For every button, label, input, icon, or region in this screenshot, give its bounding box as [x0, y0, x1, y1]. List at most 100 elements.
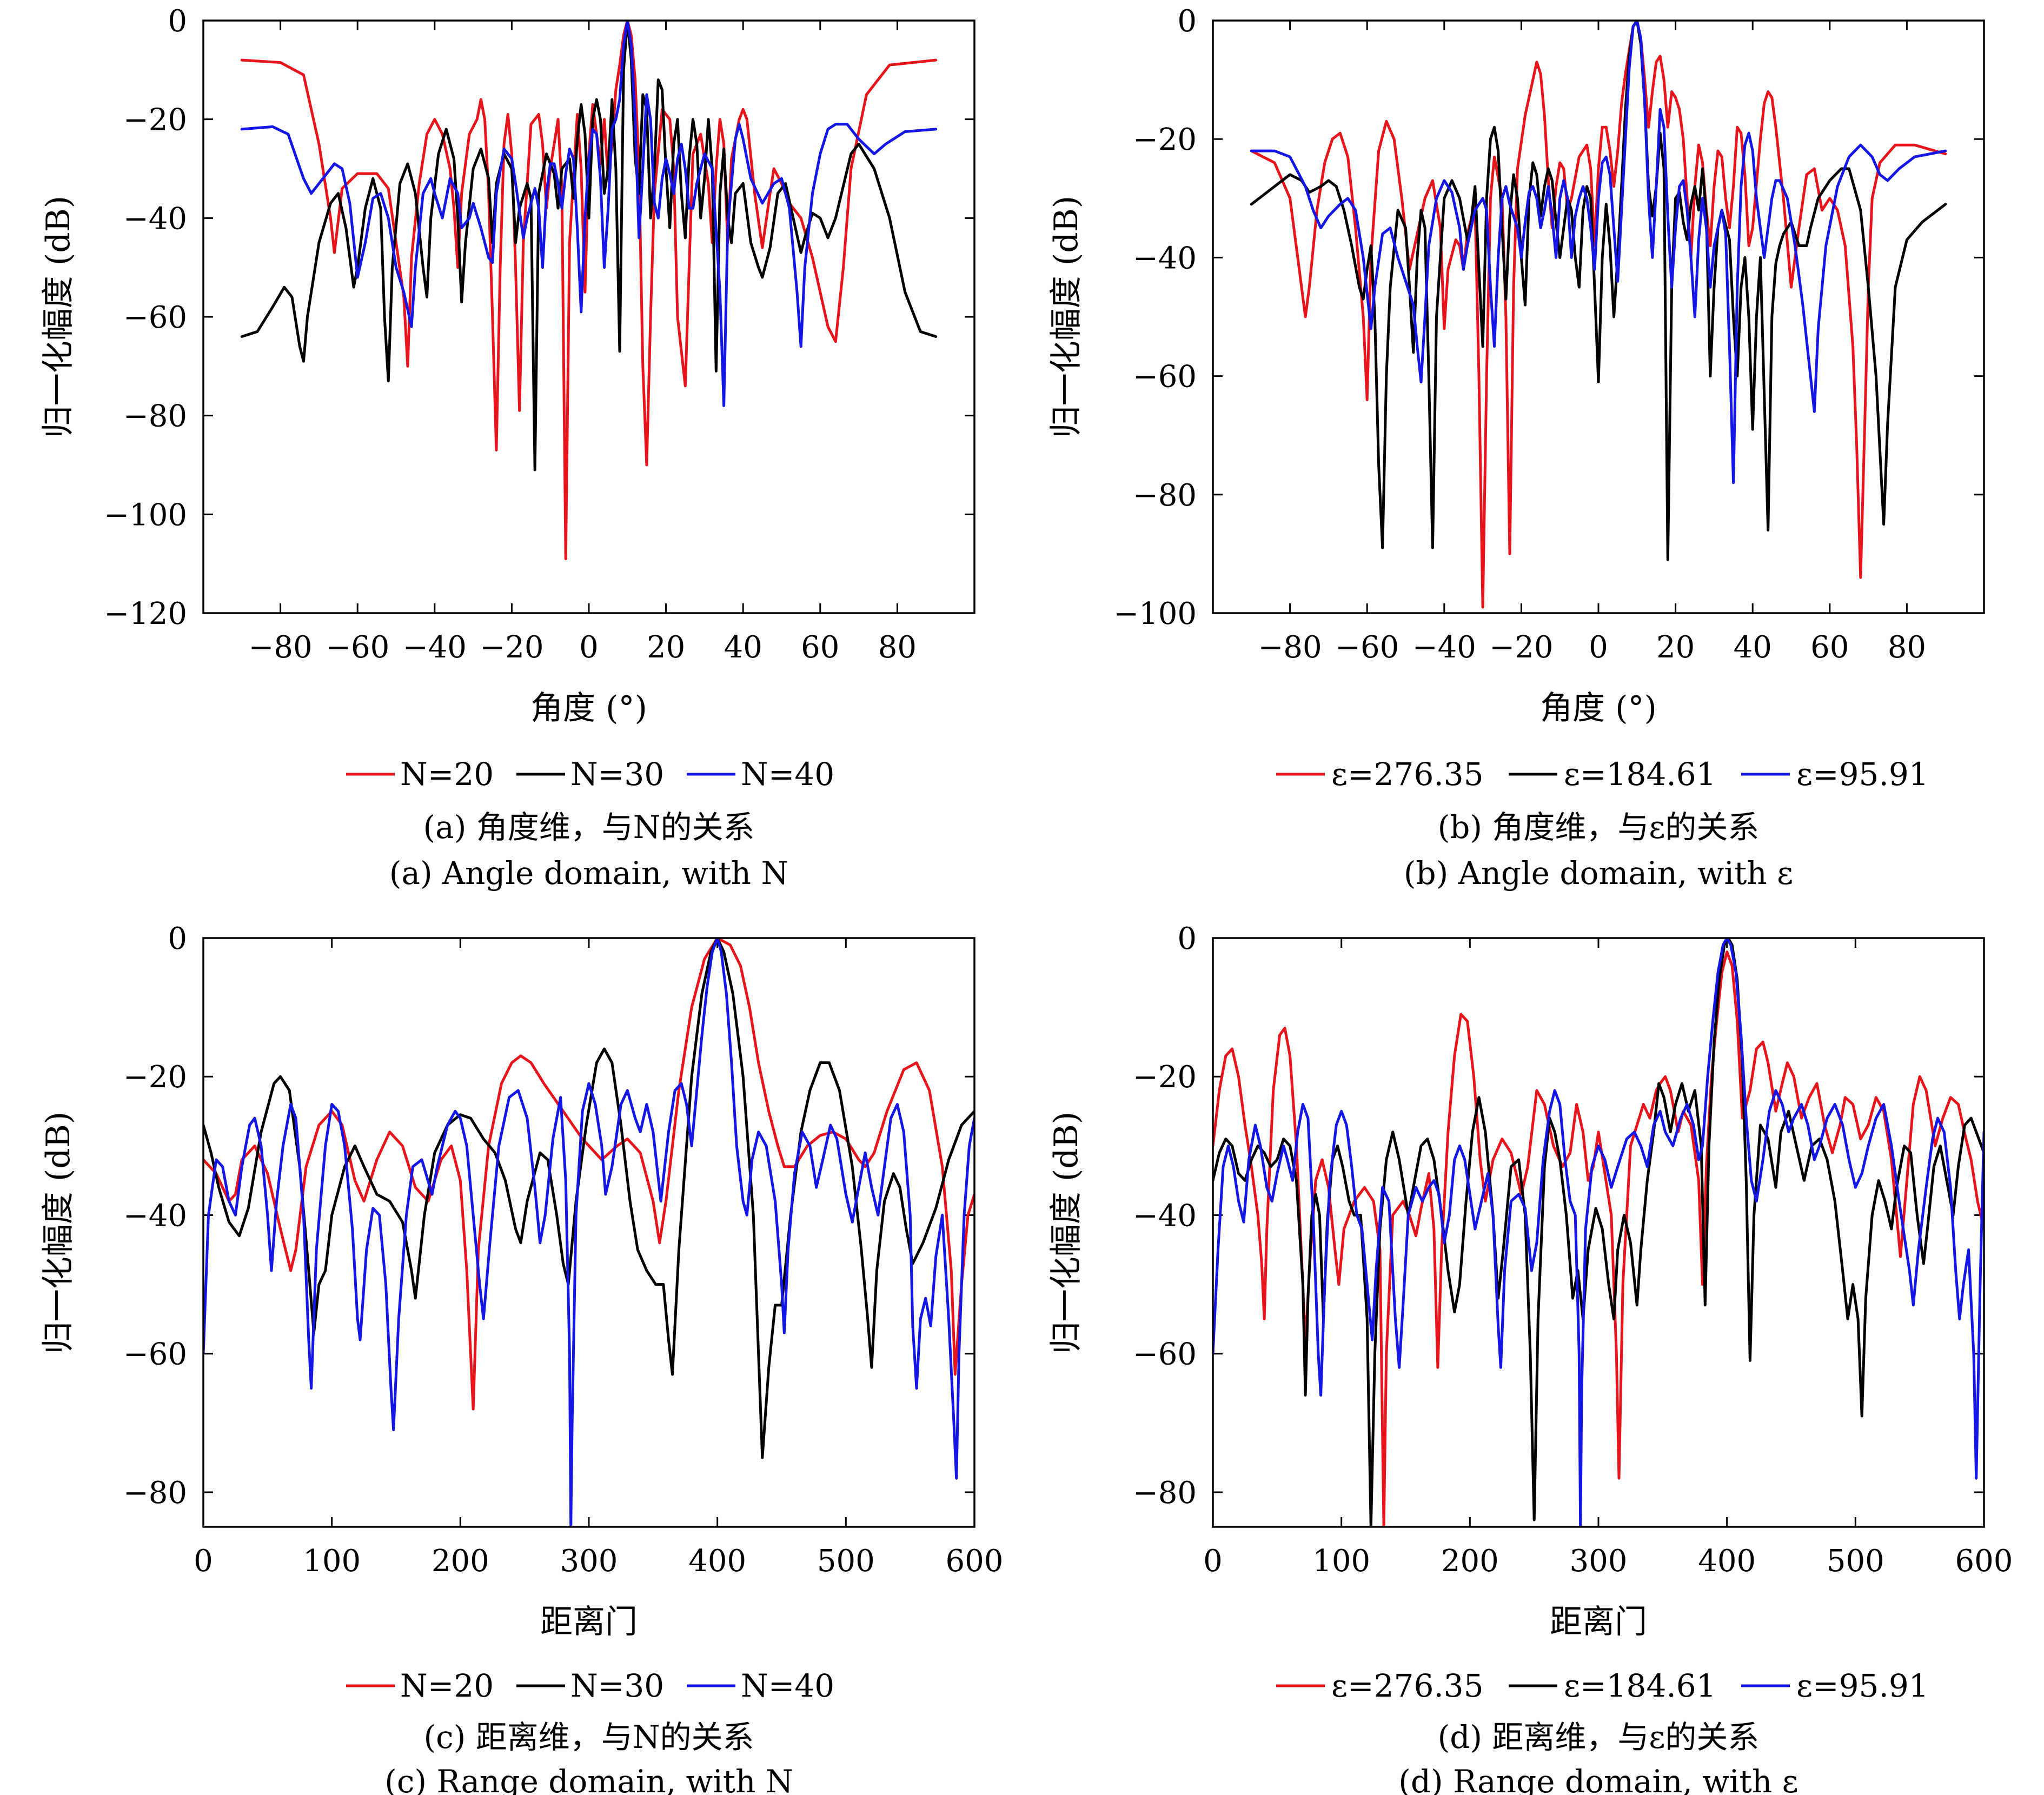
- panel-b-ylabel: 归一化幅度 (dB): [1047, 196, 1085, 438]
- y-tick-label: −80: [1133, 1475, 1197, 1511]
- y-tick-label: −40: [1133, 241, 1197, 276]
- y-tick-label: −120: [104, 596, 187, 631]
- x-tick-label: 100: [303, 1544, 361, 1579]
- series-line-2: [203, 938, 974, 1459]
- legend-label: ε=276.35: [1331, 1667, 1484, 1704]
- panel-d: 0 100 200 300 400 500 600 0 −20 −40 −60 −80 距离门 归一化…: [1047, 921, 2013, 1795]
- x-tick-label: 60: [801, 630, 839, 665]
- y-tick-label: −80: [123, 399, 187, 434]
- x-tick-label: 500: [1827, 1544, 1884, 1579]
- legend-label: ε=276.35: [1331, 756, 1484, 793]
- panel-c: 0 100 200 300 400 500 600 0 −20 −40 −60 −80 距离门 归一化…: [39, 921, 1003, 1795]
- panel-a-caption-en: (a) Angle domain, with N: [389, 855, 788, 892]
- series-line-1: [1213, 950, 1984, 1527]
- panel-d-ylabel: 归一化幅度 (dB): [1047, 1112, 1085, 1354]
- series-line-2: [1250, 21, 1947, 561]
- panel-a-caption-cn: (a) 角度维，与N的关系: [423, 809, 754, 846]
- panel-b: −80 −60 −40 −20 0 20 40 60 80 0 −20 −40 −60 −80 −100 角…: [1047, 4, 1985, 892]
- x-tick-label: −20: [1489, 630, 1553, 665]
- x-tick-label: 600: [946, 1544, 1004, 1579]
- y-tick-label: −80: [1133, 478, 1197, 513]
- panel-b-plot-frame: [1212, 19, 1985, 614]
- legend-label: N=30: [570, 1667, 664, 1704]
- x-tick-label: 0: [1203, 1544, 1223, 1579]
- x-tick-label: 0: [1589, 630, 1608, 665]
- y-tick-label: −20: [123, 103, 187, 138]
- x-tick-label: 20: [647, 630, 685, 665]
- panel-c-caption-en: (c) Range domain, with N: [384, 1763, 793, 1795]
- x-tick-label: 400: [688, 1544, 746, 1579]
- y-tick-label: −60: [1133, 1337, 1197, 1372]
- x-tick-label: 80: [878, 630, 917, 665]
- x-tick-label: −60: [1335, 630, 1399, 665]
- panel-c-curves: [203, 938, 974, 1527]
- x-tick-label: 60: [1810, 630, 1849, 665]
- y-tick-label: 0: [1177, 921, 1197, 956]
- x-tick-label: 0: [194, 1544, 213, 1579]
- panel-a-ylabel: 归一化幅度 (dB): [39, 196, 77, 438]
- series-line-3: [1213, 938, 1984, 1527]
- panel-b-curves: [1250, 21, 1947, 609]
- x-tick-label: 200: [1441, 1544, 1499, 1579]
- y-tick-label: −20: [1133, 122, 1197, 157]
- x-tick-label: 300: [560, 1544, 618, 1579]
- legend-label: N=30: [570, 756, 664, 793]
- legend-label: N=20: [400, 756, 494, 793]
- x-tick-label: 500: [817, 1544, 875, 1579]
- panel-d-curves: [1213, 938, 1984, 1527]
- y-tick-label: −60: [1133, 360, 1197, 395]
- y-tick-label: −100: [1113, 596, 1197, 631]
- panel-a-legend: N=20 N=30 N=40: [346, 756, 834, 793]
- x-tick-label: −40: [403, 630, 467, 665]
- x-tick-label: 0: [579, 630, 599, 665]
- panel-c-ticks: 0 100 200 300 400 500 600 0 −20 −40 −60 −80: [123, 921, 1004, 1579]
- legend-label: N=40: [741, 1667, 834, 1704]
- panel-d-plot-frame: [1212, 937, 1985, 1528]
- series-line-1: [240, 21, 938, 560]
- x-tick-label: 100: [1312, 1544, 1370, 1579]
- x-tick-label: −80: [1258, 630, 1322, 665]
- panel-a: −80 −60 −40 −20 0 20 40 60 80 0 −20 −40 −60 −80 −100 −1…: [39, 4, 975, 892]
- series-line-3: [1250, 21, 1947, 484]
- panel-d-legend: ε=276.35 ε=184.61 ε=95.91: [1276, 1667, 1929, 1704]
- legend-label: N=20: [400, 1667, 494, 1704]
- y-tick-label: −60: [123, 1337, 187, 1372]
- series-line-1: [203, 938, 974, 1411]
- panel-c-caption-cn: (c) 距离维，与N的关系: [424, 1719, 754, 1756]
- panel-b-caption-en: (b) Angle domain, with ε: [1404, 855, 1793, 892]
- legend-label: ε=184.61: [1564, 1667, 1716, 1704]
- x-tick-label: 400: [1698, 1544, 1756, 1579]
- x-tick-label: −20: [480, 630, 543, 665]
- panel-a-plot-frame: [202, 19, 975, 614]
- series-line-3: [203, 938, 974, 1527]
- y-tick-label: −80: [123, 1475, 187, 1511]
- x-tick-label: −60: [326, 630, 389, 665]
- panel-c-legend: N=20 N=30 N=40: [346, 1667, 834, 1704]
- panel-c-ylabel: 归一化幅度 (dB): [39, 1112, 77, 1354]
- x-tick-label: 600: [1955, 1544, 2013, 1579]
- x-tick-label: −40: [1412, 630, 1476, 665]
- panel-b-xlabel: 角度 (°): [1540, 689, 1657, 727]
- panel-a-xlabel: 角度 (°): [530, 689, 647, 727]
- legend-label: ε=184.61: [1564, 756, 1716, 793]
- panel-d-xlabel: 距离门: [1550, 1603, 1647, 1641]
- y-tick-label: 0: [168, 921, 187, 956]
- panel-d-ticks: 0 100 200 300 400 500 600 0 −20 −40 −60 −80: [1133, 921, 2013, 1579]
- panel-b-legend: ε=276.35 ε=184.61 ε=95.91: [1276, 756, 1929, 793]
- legend-label: ε=95.91: [1796, 1667, 1929, 1704]
- x-tick-label: 80: [1888, 630, 1926, 665]
- legend-label: N=40: [741, 756, 834, 793]
- legend-label: ε=95.91: [1796, 756, 1929, 793]
- series-line-3: [240, 21, 938, 407]
- panel-a-ticks: −80 −60 −40 −20 0 20 40 60 80 0 −20 −40 −60 −80 −100 −1…: [104, 4, 974, 665]
- y-tick-label: −20: [123, 1060, 187, 1095]
- panel-a-curves: [240, 21, 938, 560]
- panel-b-ticks: −80 −60 −40 −20 0 20 40 60 80 0 −20 −40 −60 −80 −100: [1113, 4, 1984, 665]
- y-tick-label: −40: [123, 201, 187, 236]
- y-tick-label: −20: [1133, 1060, 1197, 1095]
- x-tick-label: −80: [249, 630, 313, 665]
- x-tick-label: 200: [432, 1544, 489, 1579]
- x-tick-label: 20: [1656, 630, 1695, 665]
- panel-c-xlabel: 距离门: [540, 1603, 638, 1641]
